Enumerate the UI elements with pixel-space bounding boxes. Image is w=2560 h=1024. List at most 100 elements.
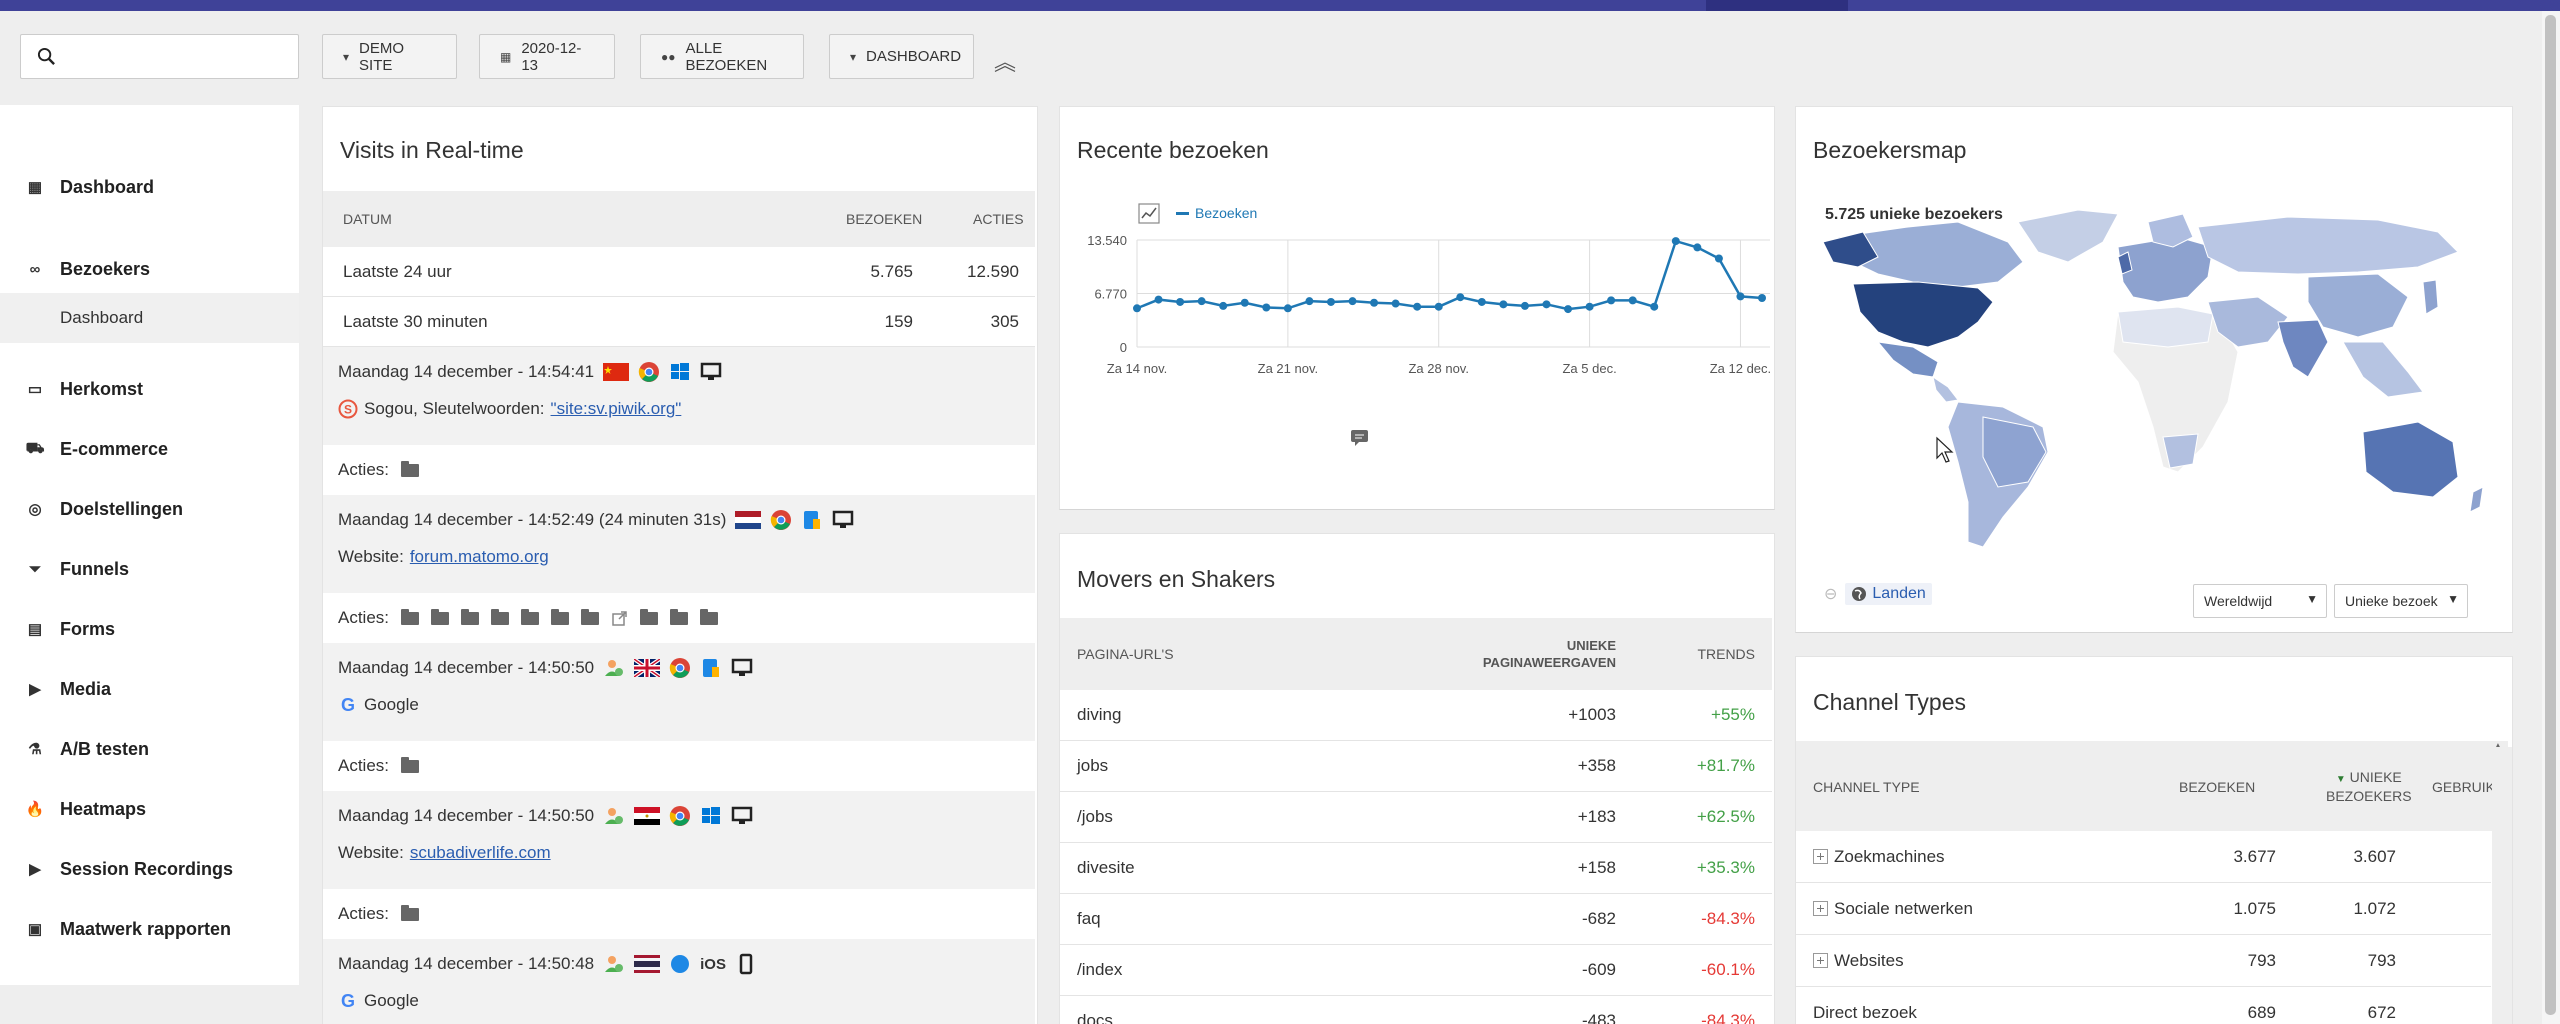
table-row[interactable]: /index -609 -60.1%: [1060, 945, 1772, 996]
date-selector-button[interactable]: ▦ 2020-12-13: [479, 34, 615, 79]
map-greenland[interactable]: [2017, 209, 2119, 263]
sidebar-item-doelstellingen[interactable]: ◎ Doelstellingen: [0, 480, 299, 538]
map-usa[interactable]: [1852, 281, 1994, 348]
table-row[interactable]: /jobs +183 +62.5%: [1060, 792, 1772, 843]
map-south-africa[interactable]: [2162, 433, 2199, 469]
folder-icon[interactable]: [401, 460, 420, 477]
col-unique-visitors[interactable]: ▼ UNIEKE BEZOEKERS: [2326, 769, 2412, 804]
sidebar-subitem-dashboard[interactable]: Dashboard: [0, 293, 299, 343]
folder-icon[interactable]: [670, 608, 689, 625]
visit-entry[interactable]: Maandag 14 december - 14:50:50 Website: …: [323, 791, 1035, 939]
map-china[interactable]: [2307, 273, 2409, 338]
map-japan[interactable]: [2422, 279, 2439, 315]
map-scandinavia[interactable]: [2147, 213, 2194, 248]
sidebar-item-herkomst[interactable]: ▭ Herkomst: [0, 360, 299, 418]
dashboard-selector-button[interactable]: ▾ DASHBOARD: [829, 34, 974, 79]
site-selector-button[interactable]: ▾ DEMO SITE: [322, 34, 457, 79]
visits-line-chart[interactable]: 13.540 6.770 0 Za 14 nov. Za 21 nov. Za 28 no…: [1060, 197, 1776, 507]
website-link[interactable]: forum.matomo.org: [409, 547, 549, 566]
row-url: docs: [1077, 1011, 1113, 1024]
map-alaska[interactable]: [1822, 231, 1879, 268]
sidebar-item-media[interactable]: ▶ Media: [0, 660, 299, 718]
visit-entry[interactable]: Maandag 14 december - 14:50:48 iOS G Goo…: [323, 939, 1035, 1024]
row-unique-change: -609: [1581, 960, 1616, 979]
sidebar-item-e-commerce[interactable]: ⛟ E-commerce: [0, 420, 299, 478]
row-trend: +81.7%: [1696, 756, 1755, 775]
folder-icon[interactable]: [401, 756, 420, 773]
col-visits: BEZOEKEN: [846, 211, 923, 227]
map-brazil[interactable]: [1982, 416, 2047, 488]
sidebar-item-bezoekers[interactable]: ∞ Bezoekers: [0, 240, 299, 298]
world-map[interactable]: [1818, 202, 2488, 562]
visit-entry[interactable]: Maandag 14 december - 14:54:41 S Sogou, …: [323, 347, 1035, 495]
row-label: Websites: [1834, 951, 1904, 970]
table-row[interactable]: jobs +358 +81.7%: [1060, 741, 1772, 792]
visit-entry[interactable]: Maandag 14 december - 14:50:50 G Google …: [323, 643, 1035, 791]
map-canada[interactable]: [1837, 221, 2024, 288]
segment-selector-button[interactable]: ●● ALLE BEZOEKEN: [640, 34, 804, 79]
map-central-america[interactable]: [1932, 375, 1959, 403]
page-scrollbar-thumb[interactable]: [2545, 15, 2556, 1015]
map-southeast-asia[interactable]: [2342, 341, 2424, 398]
countries-button[interactable]: Landen: [1845, 583, 1932, 605]
visit-source: Website: scubadiverlife.com: [338, 836, 551, 870]
folder-icon[interactable]: [491, 608, 510, 625]
table-row[interactable]: faq -682 -84.3%: [1060, 894, 1772, 945]
outlink-icon[interactable]: [611, 610, 628, 627]
collapse-chevron-icon[interactable]: ︽: [994, 50, 1017, 75]
sidebar-item-dashboard[interactable]: ▦ Dashboard: [0, 158, 299, 216]
folder-icon[interactable]: [461, 608, 480, 625]
sidebar-item-session-recordings[interactable]: ▶ Session Recordings: [0, 840, 299, 898]
sidebar-item-a-b-testen[interactable]: ⚗ A/B testen: [0, 720, 299, 778]
table-row[interactable]: divesite +158 +35.3%: [1060, 843, 1772, 894]
top-bar-highlight: [1706, 0, 1848, 11]
chart-legend[interactable]: Bezoeken: [1176, 205, 1257, 221]
table-row[interactable]: Websites 793 793: [1796, 935, 2491, 987]
col-visits[interactable]: BEZOEKEN: [2179, 779, 2256, 795]
annotation-icon[interactable]: [1349, 427, 1371, 449]
map-middle-east[interactable]: [2207, 296, 2289, 348]
map-uk[interactable]: [2117, 251, 2133, 275]
row-url: faq: [1077, 909, 1101, 928]
table-row[interactable]: Sociale netwerken 1.075 1.072: [1796, 883, 2491, 935]
data-point: [1693, 243, 1702, 252]
cart-icon: ⛟: [25, 439, 45, 457]
table-row[interactable]: docs -483 -84.3%: [1060, 996, 1772, 1024]
map-russia[interactable]: [2197, 216, 2459, 275]
scrollbar-track[interactable]: [2492, 747, 2512, 1024]
map-india[interactable]: [2277, 319, 2329, 378]
sidebar-item-label: Herkomst: [60, 378, 144, 399]
visit-entry[interactable]: Maandag 14 december - 14:52:49 (24 minut…: [323, 495, 1035, 643]
table-row[interactable]: Zoekmachines 3.677 3.607: [1796, 831, 2491, 883]
scroll-up-icon[interactable]: ▲: [2493, 741, 2503, 752]
map-europe[interactable]: [2117, 236, 2214, 303]
website-link[interactable]: scubadiverlife.com: [409, 843, 551, 862]
expand-plus-icon[interactable]: [1813, 953, 1828, 968]
sidebar-item-heatmaps[interactable]: 🔥 Heatmaps: [0, 780, 299, 838]
metric-select[interactable]: Unieke bezoek ▼: [2334, 584, 2468, 618]
folder-icon[interactable]: [551, 608, 570, 625]
map-new-zealand[interactable]: [2469, 486, 2484, 513]
region-select[interactable]: Wereldwijd ▼: [2193, 584, 2327, 618]
sidebar-item-funnels[interactable]: ⏷ Funnels: [0, 540, 299, 598]
table-row[interactable]: diving +1003 +55%: [1060, 690, 1772, 741]
folder-icon[interactable]: [521, 608, 540, 625]
folder-icon[interactable]: [581, 608, 600, 625]
search-input[interactable]: [20, 34, 299, 79]
sidebar-item-maatwerk-rapporten[interactable]: ▣ Maatwerk rapporten: [0, 900, 299, 958]
folder-icon[interactable]: [431, 608, 450, 625]
folder-icon[interactable]: [401, 608, 420, 625]
map-north-africa[interactable]: [2117, 306, 2214, 348]
table-row[interactable]: Direct bezoek 689 672: [1796, 987, 2491, 1024]
map-australia[interactable]: [2362, 421, 2459, 498]
keyword-link[interactable]: "site:sv.piwik.org": [550, 399, 682, 418]
chart-type-icon[interactable]: [1137, 202, 1161, 226]
expand-plus-icon[interactable]: [1813, 901, 1828, 916]
sidebar-item-forms[interactable]: ▤ Forms: [0, 600, 299, 658]
expand-plus-icon[interactable]: [1813, 849, 1828, 864]
folder-icon[interactable]: [700, 608, 719, 625]
folder-icon[interactable]: [640, 608, 659, 625]
map-mexico[interactable]: [1876, 341, 1939, 378]
folder-icon[interactable]: [401, 904, 420, 921]
zoom-out-icon[interactable]: ⊖: [1824, 586, 1838, 603]
